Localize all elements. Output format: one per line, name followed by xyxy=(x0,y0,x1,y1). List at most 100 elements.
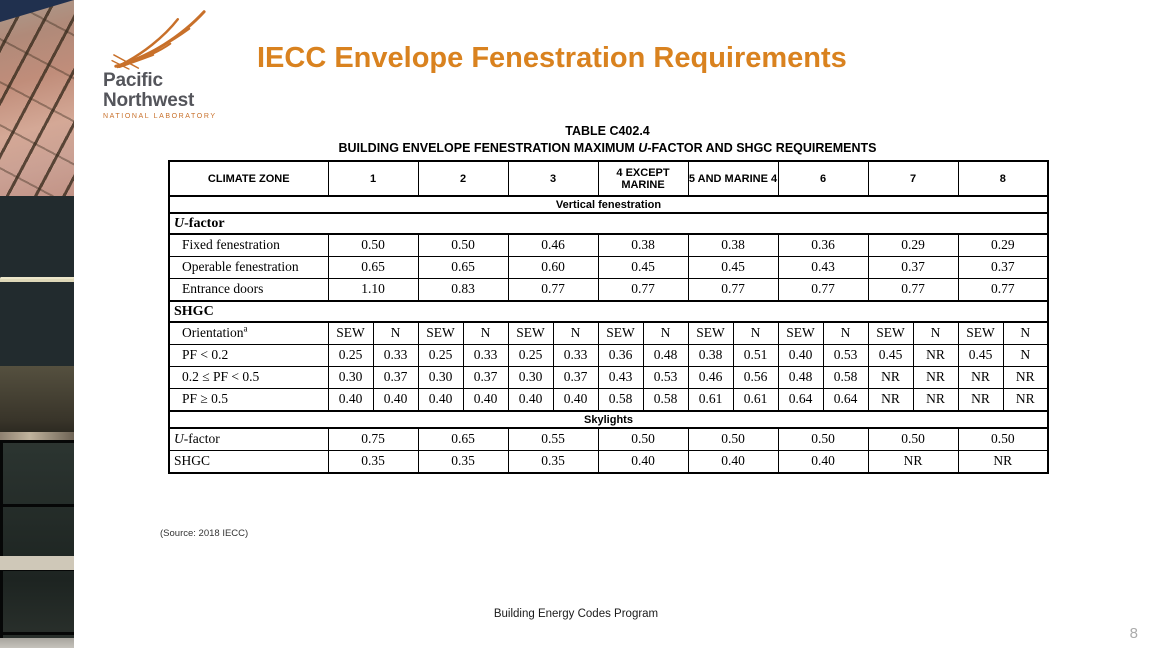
table-row: Vertical fenestration xyxy=(168,195,1049,214)
value-cell: 0.40 xyxy=(462,388,509,412)
value-cell: N xyxy=(372,321,419,345)
value-cell: 0.58 xyxy=(597,388,644,412)
value-cell: 0.48 xyxy=(777,366,824,389)
value-cell: 0.43 xyxy=(597,366,644,389)
value-cell: 0.65 xyxy=(417,427,509,451)
value-cell: SEW xyxy=(507,321,554,345)
pnnl-leaf-icon xyxy=(103,8,223,70)
logo-text-sub: NATIONAL LABORATORY xyxy=(103,113,217,120)
photo-ceiling-light xyxy=(0,279,74,282)
zone-header-cell: 7 xyxy=(867,160,959,197)
photo-sidewalk xyxy=(0,638,74,648)
table-area: TABLE C402.4 BUILDING ENVELOPE FENESTRAT… xyxy=(168,124,1050,474)
value-cell: 0.50 xyxy=(687,427,779,451)
fenestration-table: CLIMATE ZONE 1 2 3 4 EXCEPT MARINE 5 AND MARI… xyxy=(168,160,1050,474)
value-cell: 0.61 xyxy=(732,388,779,412)
value-cell: 0.30 xyxy=(327,366,374,389)
value-cell: 0.40 xyxy=(597,450,689,474)
value-cell: 0.33 xyxy=(462,344,509,367)
value-cell: 0.40 xyxy=(417,388,464,412)
value-cell: NR xyxy=(912,388,959,412)
value-cell: 0.55 xyxy=(507,427,599,451)
value-cell: 0.45 xyxy=(597,256,689,279)
value-cell: SEW xyxy=(417,321,464,345)
value-cell: 0.50 xyxy=(957,427,1049,451)
value-cell: 0.46 xyxy=(687,366,734,389)
value-cell: 0.58 xyxy=(822,366,869,389)
table-row: Fixed fenestration 0.50 0.50 0.46 0.38 0.38 0.… xyxy=(168,233,1049,257)
value-cell: 0.77 xyxy=(957,278,1049,302)
table-row: Entrance doors 1.10 0.83 0.77 0.77 0.77 0.77 0.… xyxy=(168,278,1049,302)
value-cell: NR xyxy=(957,388,1004,412)
value-cell: 0.77 xyxy=(507,278,599,302)
value-cell: N xyxy=(462,321,509,345)
section-span-cell: Skylights xyxy=(168,410,1049,429)
value-cell: 0.61 xyxy=(687,388,734,412)
value-cell: 0.53 xyxy=(822,344,869,367)
value-cell: NR xyxy=(912,344,959,367)
value-cell: NR xyxy=(1002,388,1049,412)
value-cell: SEW xyxy=(777,321,824,345)
value-cell: 0.64 xyxy=(822,388,869,412)
row-label-cell: Orientationa xyxy=(168,321,329,345)
value-cell: 0.25 xyxy=(417,344,464,367)
value-cell: 0.43 xyxy=(777,256,869,279)
row-label-cell: PF ≥ 0.5 xyxy=(168,388,329,412)
building-photo xyxy=(0,0,74,648)
logo-text-line1: Pacific xyxy=(103,70,163,91)
value-cell: 0.38 xyxy=(597,233,689,257)
zone-header-cell: 3 xyxy=(507,160,599,197)
value-cell: 0.50 xyxy=(417,233,509,257)
value-cell: 0.51 xyxy=(732,344,779,367)
value-cell: 0.25 xyxy=(327,344,374,367)
source-note: (Source: 2018 IECC) xyxy=(160,528,249,539)
value-cell: 0.77 xyxy=(777,278,869,302)
section-heading-cell: SHGC xyxy=(168,300,1049,323)
table-caption-line2: BUILDING ENVELOPE FENESTRATION MAXIMUM U… xyxy=(338,141,877,155)
table-header-row: CLIMATE ZONE 1 2 3 4 EXCEPT MARINE 5 AND MARI… xyxy=(168,160,1049,197)
value-cell: 0.40 xyxy=(372,388,419,412)
value-cell: 0.50 xyxy=(867,427,959,451)
value-cell: 0.48 xyxy=(642,344,689,367)
value-cell: 0.83 xyxy=(417,278,509,302)
value-cell: 0.56 xyxy=(732,366,779,389)
table-row: SHGC xyxy=(168,300,1049,323)
value-cell: N xyxy=(1002,344,1049,367)
photo-sky-reflection xyxy=(0,0,74,210)
value-cell: SEW xyxy=(867,321,914,345)
value-cell: 0.30 xyxy=(507,366,554,389)
value-cell: NR xyxy=(912,366,959,389)
value-cell: 0.29 xyxy=(957,233,1049,257)
value-cell: 0.60 xyxy=(507,256,599,279)
value-cell: 0.45 xyxy=(957,344,1004,367)
value-cell: NR xyxy=(867,366,914,389)
table-row: Orientationa SEW N SEW N SEW N SEW N SEW N SEW N SEW N… xyxy=(168,321,1049,345)
table-row: PF ≥ 0.5 0.40 0.40 0.40 0.40 0.40 0.40 0.58 0.58… xyxy=(168,388,1049,412)
value-cell: N xyxy=(642,321,689,345)
section-span-cell: Vertical fenestration xyxy=(168,195,1049,214)
value-cell: 0.36 xyxy=(597,344,644,367)
value-cell: 0.38 xyxy=(687,233,779,257)
value-cell: 0.77 xyxy=(867,278,959,302)
row-label-cell: Entrance doors xyxy=(168,278,329,302)
table-row: Operable fenestration 0.65 0.65 0.60 0.45 0.4… xyxy=(168,256,1049,279)
zone-header-cell: 5 AND MARINE 4 xyxy=(687,160,779,197)
row-label-cell: Operable fenestration xyxy=(168,256,329,279)
value-cell: 0.33 xyxy=(372,344,419,367)
row-label-cell: U-factor xyxy=(168,427,329,451)
table-row: SHGC 0.35 0.35 0.35 0.40 0.40 0.40 NR NR xyxy=(168,450,1049,474)
value-cell: 0.45 xyxy=(687,256,779,279)
value-cell: SEW xyxy=(687,321,734,345)
row-label-cell: 0.2 ≤ PF < 0.5 xyxy=(168,366,329,389)
footer-text: Building Energy Codes Program xyxy=(493,608,659,620)
photo-window-panel xyxy=(0,440,74,640)
value-cell: 0.45 xyxy=(867,344,914,367)
photo-door-handle xyxy=(0,556,74,570)
value-cell: 0.25 xyxy=(507,344,554,367)
logo-text-line2: Northwest xyxy=(103,90,195,111)
value-cell: SEW xyxy=(597,321,644,345)
value-cell: N xyxy=(1002,321,1049,345)
value-cell: 0.40 xyxy=(507,388,554,412)
value-cell: N xyxy=(552,321,599,345)
